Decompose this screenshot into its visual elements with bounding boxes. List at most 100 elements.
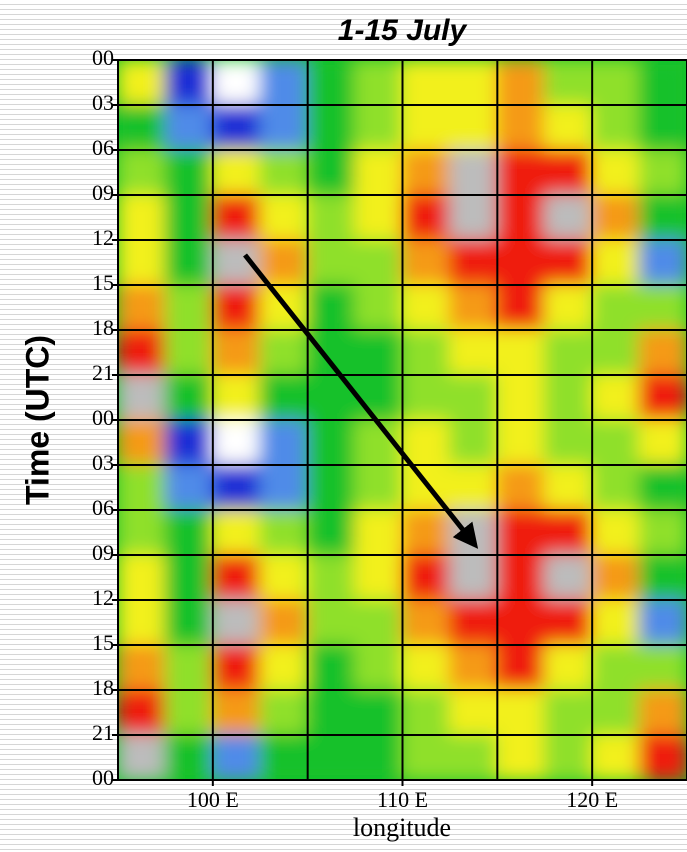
cell bbox=[496, 104, 546, 151]
cell bbox=[164, 644, 214, 691]
cell bbox=[306, 419, 357, 466]
cell bbox=[259, 464, 309, 511]
cell bbox=[638, 464, 687, 511]
cell bbox=[211, 149, 262, 196]
cell bbox=[164, 689, 214, 736]
cell bbox=[591, 60, 641, 106]
cell bbox=[164, 284, 214, 331]
cell bbox=[543, 509, 594, 556]
cell bbox=[401, 284, 451, 331]
y-tick-label: 03 bbox=[92, 90, 114, 115]
cell bbox=[211, 554, 262, 601]
cell bbox=[354, 60, 404, 106]
cell bbox=[306, 194, 357, 241]
cell bbox=[306, 284, 357, 331]
cell bbox=[496, 374, 546, 421]
cell bbox=[543, 464, 594, 511]
cell bbox=[306, 329, 357, 376]
cell bbox=[401, 374, 451, 421]
cell bbox=[306, 464, 357, 511]
cell bbox=[638, 284, 687, 331]
cell bbox=[259, 329, 309, 376]
cell bbox=[543, 239, 594, 286]
cell bbox=[118, 554, 167, 601]
plot-frame bbox=[117, 59, 687, 781]
cell bbox=[211, 599, 262, 646]
cell bbox=[401, 689, 451, 736]
cell bbox=[638, 60, 687, 106]
cell bbox=[118, 419, 167, 466]
cell bbox=[164, 419, 214, 466]
cell bbox=[259, 194, 309, 241]
cell bbox=[448, 419, 499, 466]
cell bbox=[638, 689, 687, 736]
cell bbox=[448, 464, 499, 511]
y-tick-label: 15 bbox=[92, 270, 114, 295]
cell bbox=[164, 239, 214, 286]
cell bbox=[448, 104, 499, 151]
cell bbox=[543, 284, 594, 331]
x-axis-label: longitude bbox=[353, 813, 451, 842]
cell bbox=[638, 509, 687, 556]
cell bbox=[354, 689, 404, 736]
y-axis-label: Time (UTC) bbox=[19, 335, 55, 505]
cell bbox=[401, 599, 451, 646]
cell bbox=[496, 509, 546, 556]
cell bbox=[306, 509, 357, 556]
y-tick-label: 09 bbox=[92, 180, 114, 205]
cell bbox=[638, 644, 687, 691]
cell bbox=[448, 284, 499, 331]
cell bbox=[448, 149, 499, 196]
cell bbox=[496, 149, 546, 196]
cell bbox=[448, 60, 499, 106]
cell bbox=[354, 599, 404, 646]
cell bbox=[591, 689, 641, 736]
cell bbox=[259, 104, 309, 151]
cell bbox=[496, 644, 546, 691]
cell bbox=[118, 149, 167, 196]
cell bbox=[118, 194, 167, 241]
cell bbox=[401, 509, 451, 556]
cell bbox=[306, 734, 357, 780]
cell bbox=[306, 60, 357, 106]
cell bbox=[543, 104, 594, 151]
cell bbox=[259, 60, 309, 106]
cell bbox=[118, 329, 167, 376]
cell bbox=[543, 644, 594, 691]
cell bbox=[354, 464, 404, 511]
cell bbox=[591, 734, 641, 780]
cell bbox=[401, 734, 451, 780]
cell bbox=[496, 194, 546, 241]
y-tick-label: 06 bbox=[92, 495, 114, 520]
cell bbox=[401, 239, 451, 286]
cell bbox=[164, 509, 214, 556]
y-tick-label: 21 bbox=[92, 720, 114, 745]
cell bbox=[543, 329, 594, 376]
cell bbox=[543, 60, 594, 106]
x-tick-label: 110 E bbox=[377, 787, 428, 812]
y-tick-label: 18 bbox=[92, 675, 114, 700]
cell bbox=[638, 419, 687, 466]
field-layer bbox=[118, 60, 687, 780]
cell bbox=[401, 194, 451, 241]
cell bbox=[164, 104, 214, 151]
cell bbox=[448, 554, 499, 601]
cell bbox=[259, 599, 309, 646]
cell bbox=[496, 419, 546, 466]
cell bbox=[306, 554, 357, 601]
cell bbox=[259, 554, 309, 601]
cell bbox=[306, 689, 357, 736]
cell bbox=[543, 194, 594, 241]
y-tick-label: 09 bbox=[92, 540, 114, 565]
cell bbox=[591, 464, 641, 511]
cell bbox=[401, 554, 451, 601]
cell bbox=[448, 644, 499, 691]
y-tick-label: 18 bbox=[92, 315, 114, 340]
cell bbox=[591, 284, 641, 331]
cell bbox=[448, 239, 499, 286]
cell bbox=[591, 149, 641, 196]
cell bbox=[211, 60, 262, 106]
cell bbox=[591, 419, 641, 466]
